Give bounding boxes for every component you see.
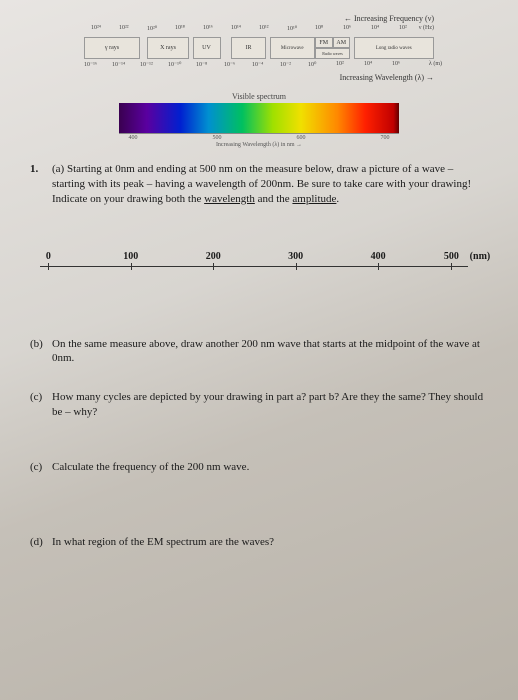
freq-tick: 10² (399, 25, 407, 31)
freq-tick: 10²² (119, 25, 129, 31)
q1-and: and the (255, 193, 293, 205)
em-spectrum-diagram: ← Increasing Frequency (ν) 10²⁴ 10²² 10²… (84, 10, 434, 82)
wave-tick: 10⁻⁴ (252, 61, 263, 68)
ruler-tick (48, 263, 49, 270)
band-microwave: Microwave (270, 37, 316, 59)
ruler-label: 500 (444, 251, 459, 262)
ruler-label: 200 (206, 251, 221, 262)
ruler-tick (131, 263, 132, 270)
q1-amplitude: amplitude (292, 193, 336, 205)
wave-tick: 10⁻¹⁰ (168, 61, 181, 68)
freq-tick: 10⁸ (315, 25, 323, 31)
freq-tick: 10¹⁶ (203, 25, 213, 31)
band-fm: FM (315, 37, 333, 48)
qb-text: On the same measure above, draw another … (52, 337, 488, 367)
ruler-tick (296, 263, 297, 270)
q1-period: . (336, 193, 339, 205)
wave-tick-row: 10⁻¹⁶ 10⁻¹⁴ 10⁻¹² 10⁻¹⁰ 10⁻⁸ 10⁻⁶ 10⁻⁴ 1… (84, 61, 434, 71)
question-1c: (c) How many cycles are depicted by your… (30, 390, 488, 420)
freq-tick: 10¹⁴ (231, 25, 241, 31)
qd-letter: (d) (30, 535, 52, 550)
band-gamma: γ rays (84, 37, 140, 59)
question-1c2: (c) Calculate the frequency of the 200 n… (30, 460, 488, 475)
qc-text: How many cycles are depicted by your dra… (52, 390, 488, 420)
em-bands: γ rays X rays UV IR Microwave FM AM Radi… (84, 35, 434, 61)
qd-text: In what region of the EM spectrum are th… (52, 535, 488, 550)
qc2-letter: (c) (30, 460, 52, 475)
band-xray: X rays (147, 37, 189, 59)
nm-ruler: 0 100 200 300 400 500 (nm) (30, 257, 488, 277)
ruler-label: 100 (123, 251, 138, 262)
ruler-unit: (nm) (470, 251, 491, 262)
band-radio-sub: Radio waves (315, 48, 350, 59)
q1-wavelength: wavelength (204, 193, 255, 205)
ruler-label: 400 (371, 251, 386, 262)
wave-unit: λ (m) (429, 61, 442, 67)
question-body: (a) Starting at 0nm and ending at 500 nm… (52, 162, 488, 207)
spec-tick: 400 (129, 135, 138, 141)
freq-tick: 10¹⁸ (175, 25, 185, 31)
question-number: 1. (30, 162, 52, 207)
qc-letter: (c) (30, 390, 52, 420)
freq-tick: 10²⁰ (147, 25, 157, 32)
wave-tick: 10⁻² (280, 61, 291, 68)
freq-tick: 10⁴ (371, 25, 379, 31)
freq-title: ← Increasing Frequency (ν) (84, 14, 434, 23)
ruler-label: 0 (46, 251, 51, 262)
wave-tick: 10⁻¹² (140, 61, 153, 68)
question-1b: (b) On the same measure above, draw anot… (30, 337, 488, 367)
spec-tick: 500 (213, 135, 222, 141)
qb-letter: (b) (30, 337, 52, 367)
ruler-line (40, 266, 468, 267)
freq-tick: 10²⁴ (91, 25, 101, 31)
wave-tick: 10⁶ (392, 61, 400, 67)
wave-title: Increasing Wavelength (λ) → (84, 73, 434, 82)
ruler-label: 300 (288, 251, 303, 262)
spec-tick: 700 (381, 135, 390, 141)
wave-tick: 10⁴ (364, 61, 372, 67)
band-am: AM (333, 37, 351, 48)
band-uv: UV (193, 37, 221, 59)
ruler-tick (451, 263, 452, 270)
q1-letter: (a) (52, 163, 64, 175)
wave-tick: 10⁰ (308, 61, 316, 68)
question-1d: (d) In what region of the EM spectrum ar… (30, 535, 488, 550)
ruler-tick (213, 263, 214, 270)
spec-tick: 600 (297, 135, 306, 141)
visible-title: Visible spectrum (119, 92, 399, 101)
wave-tick: 10⁻⁸ (196, 61, 207, 68)
worksheet-page: ← Increasing Frequency (ν) 10²⁴ 10²² 10²… (0, 0, 518, 570)
freq-tick-row: 10²⁴ 10²² 10²⁰ 10¹⁸ 10¹⁶ 10¹⁴ 10¹² 10¹⁰ … (84, 25, 434, 35)
wave-tick: 10⁻¹⁴ (112, 61, 125, 68)
spectrum-ticks: 400 500 600 700 (119, 133, 399, 141)
freq-tick: 10¹² (259, 25, 269, 31)
freq-tick: 10⁶ (343, 25, 351, 31)
question-1a: 1. (a) Starting at 0nm and ending at 500… (30, 162, 488, 207)
wave-tick: 10² (336, 61, 344, 67)
visible-spectrum: Visible spectrum 400 500 600 700 Increas… (119, 92, 399, 148)
freq-unit: ν (Hz) (419, 25, 434, 31)
spectrum-gradient (119, 103, 399, 133)
spectrum-caption: Increasing Wavelength (λ) in nm → (119, 142, 399, 148)
qc2-text: Calculate the frequency of the 200 nm wa… (52, 460, 488, 475)
freq-tick: 10¹⁰ (287, 25, 297, 32)
band-ir: IR (231, 37, 266, 59)
wave-tick: 10⁻⁶ (224, 61, 235, 68)
band-longradio: Long radio waves (354, 37, 435, 59)
ruler-tick (378, 263, 379, 270)
wave-tick: 10⁻¹⁶ (84, 61, 97, 68)
